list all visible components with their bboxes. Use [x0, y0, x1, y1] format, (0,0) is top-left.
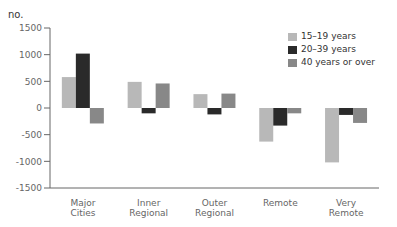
svg-text:InnerRegional: InnerRegional: [129, 198, 168, 218]
svg-text:-500: -500: [22, 130, 43, 140]
svg-text:Remote: Remote: [263, 198, 298, 208]
html-text:no.: no.: [8, 9, 24, 20]
html-text:20–39 years: 20–39 years: [300, 44, 356, 54]
html-text:15–19 years: 15–19 years: [300, 31, 356, 41]
svg-text:1500: 1500: [19, 23, 42, 33]
svg-text:VeryRemote: VeryRemote: [329, 198, 364, 218]
svg-text:0: 0: [36, 103, 42, 113]
svg-text:1000: 1000: [19, 50, 42, 60]
svg-text:-1000: -1000: [16, 157, 42, 167]
svg-text:-1500: -1500: [16, 183, 42, 193]
html-text:40 years or over: 40 years or over: [300, 57, 375, 67]
svg-text:MajorCities: MajorCities: [70, 198, 95, 218]
svg-text:500: 500: [25, 77, 42, 87]
svg-text:OuterRegional: OuterRegional: [195, 198, 234, 218]
